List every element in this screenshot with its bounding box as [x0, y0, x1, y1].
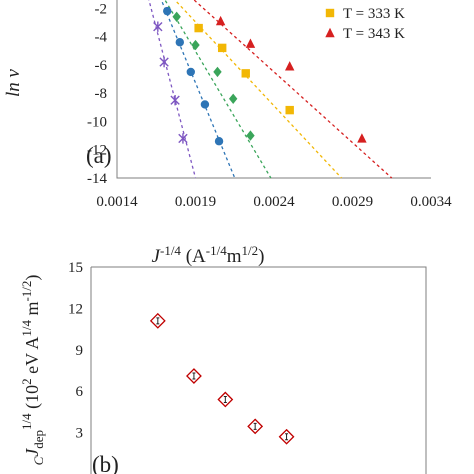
x-label-part-0: J — [152, 246, 162, 267]
x-label-part-1: -1/4 — [160, 243, 181, 258]
data-point-series-4 — [245, 38, 256, 48]
x-tick-label: 0.0019 — [175, 194, 216, 210]
y-tick-label: -14 — [87, 171, 107, 187]
data-point-series-0 — [178, 133, 188, 144]
data-point-series-1 — [214, 137, 224, 146]
panel-a: 0.0014 0.0019 0.0024 0.0029 0.0034 -14 -12 -10… — [3, 0, 452, 267]
fit-line-series-1 — [160, 0, 236, 179]
data-point — [247, 418, 264, 435]
panel-a-label: (a) — [86, 143, 112, 168]
data-point-error-bar — [192, 372, 196, 380]
panel-b-y-axis-label: CJdep1/4 (102 eV A1/4 m-1/2) — [19, 275, 46, 466]
y-label-part-1: J — [22, 448, 42, 457]
y-label-part-7: 1/4 — [19, 320, 34, 337]
data-point-series-0 — [153, 21, 163, 32]
y-tick-label: -12 — [87, 143, 107, 159]
panel-a-y-tick-labels: -14 -12 -10 -8 -6 -4 -2 — [87, 1, 107, 187]
y-label-part-6: eV A — [22, 337, 42, 379]
fit-line-series-4 — [193, 0, 393, 179]
data-point-series-1 — [163, 6, 172, 16]
data-point-error-bar — [223, 395, 227, 403]
panel-b-y-tick-labels: 3 6 9 12 15 — [68, 260, 84, 442]
data-point-error-bar — [285, 433, 289, 441]
panel-b-data-points — [149, 312, 295, 445]
legend-entry-label: T = 333 K — [343, 6, 405, 22]
y-label-part-4: (10 — [22, 385, 43, 414]
x-label-part-5: 1/2 — [241, 243, 258, 258]
data-point — [149, 312, 166, 329]
y-tick-label: 15 — [68, 260, 83, 276]
data-point-series-0 — [170, 95, 180, 106]
legend-marker — [325, 27, 335, 38]
panel-a-x-axis-label: J-1/4 (A-1/4m1/2) — [152, 243, 265, 267]
panel-a-legend: T = 333 K T = 343 K — [325, 6, 405, 42]
panel-b-axes — [90, 266, 427, 474]
y-label-part-0: C — [31, 456, 46, 465]
fit-line-series-3 — [174, 0, 342, 179]
data-point-series-2 — [191, 39, 200, 51]
data-point-series-3 — [217, 43, 227, 53]
x-label-part-6: ) — [258, 246, 264, 267]
y-tick-label: 9 — [76, 343, 84, 359]
legend-marker — [325, 8, 335, 18]
y-tick-label: -8 — [95, 86, 108, 102]
y-tick-label: -10 — [87, 114, 107, 130]
y-label-part-8: m — [22, 302, 42, 321]
x-tick-label: 0.0024 — [253, 194, 295, 210]
x-label-part-3: -1/4 — [206, 243, 227, 258]
data-point-series-1 — [200, 100, 210, 109]
x-label-part-4: m — [227, 246, 242, 267]
y-tick-label: -6 — [95, 58, 108, 74]
fit-line-series-0 — [148, 0, 197, 179]
panel-a-data-points — [153, 6, 367, 146]
panel-a-x-tick-labels: 0.0014 0.0019 0.0024 0.0029 0.0034 — [96, 194, 452, 210]
data-point — [186, 368, 202, 384]
data-point-series-3 — [241, 69, 250, 78]
legend-entry-label: T = 343 K — [343, 26, 405, 42]
y-label-part-10: ) — [22, 275, 43, 281]
panel-a-y-axis-label: ln ν — [3, 68, 24, 97]
y-label-part-9: -1/2 — [19, 281, 34, 302]
y-label-part-5: 2 — [19, 378, 34, 385]
data-point-series-4 — [285, 61, 295, 71]
y-tick-label: -2 — [95, 1, 108, 17]
data-point — [278, 428, 295, 445]
data-point-series-1 — [175, 38, 184, 47]
y-label-part-3: 1/4 — [19, 413, 34, 430]
panel-a-fit-lines — [148, 0, 393, 179]
fit-line-series-2 — [164, 0, 272, 179]
data-point-series-0 — [159, 56, 169, 68]
data-point-series-4 — [215, 15, 226, 26]
y-tick-label: 6 — [76, 384, 84, 400]
data-point-series-2 — [213, 66, 222, 78]
data-point-error-bar — [253, 422, 257, 430]
x-tick-label: 0.0034 — [410, 194, 452, 210]
data-point — [217, 391, 234, 408]
panel-b-label: (b) — [92, 452, 119, 474]
data-point-series-2 — [172, 11, 181, 22]
x-tick-label: 0.0029 — [332, 194, 373, 210]
data-point-series-2 — [228, 93, 238, 104]
data-point-error-bar — [156, 317, 160, 325]
x-label-part-2: (A — [181, 246, 206, 267]
data-point-series-2 — [246, 130, 255, 141]
y-tick-label: -4 — [95, 30, 108, 46]
x-tick-label: 0.0014 — [96, 194, 138, 210]
data-point-series-3 — [285, 105, 294, 115]
data-point-series-3 — [194, 23, 203, 33]
data-point-series-1 — [186, 67, 195, 77]
y-tick-label: 12 — [68, 301, 83, 317]
y-tick-label: 3 — [76, 426, 84, 442]
panel-a-axes — [116, 0, 431, 179]
y-label-part-2: dep — [31, 430, 46, 449]
data-point-series-4 — [357, 133, 367, 143]
